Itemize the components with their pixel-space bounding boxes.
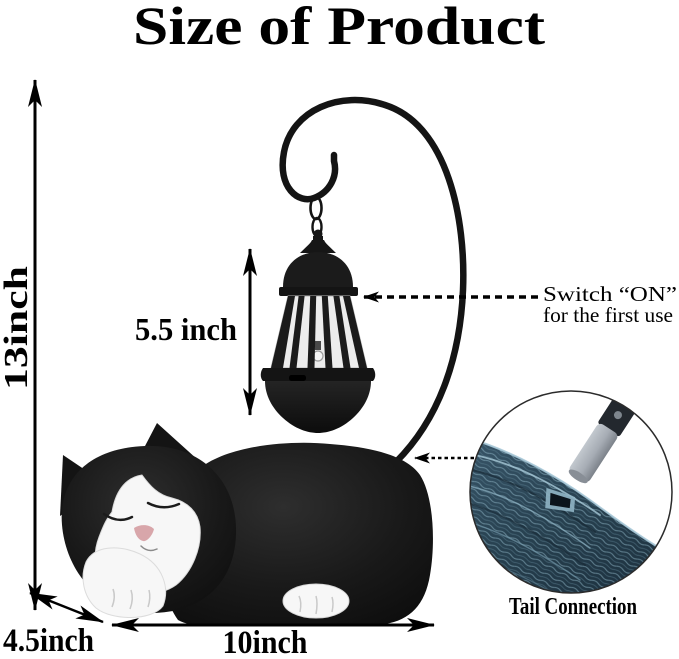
lantern-switch-slot [289, 375, 306, 381]
lantern-finial [300, 240, 336, 253]
lantern-base-band [260, 368, 376, 381]
height-dimension-label: 13inch [0, 266, 35, 390]
cat-mouth [140, 545, 158, 552]
switch-annotation-line2: for the first use [543, 303, 673, 327]
cat-paw-toes [111, 588, 151, 610]
depth-dimension-arrow [29, 591, 104, 624]
tail-fur-streaks [470, 437, 669, 593]
solar-lantern [260, 195, 376, 433]
lantern-cage-bars [271, 296, 367, 368]
tail-connection-label: Tail Connection [509, 594, 637, 620]
lantern-height-label: 5.5 inch [135, 311, 237, 347]
cat-back-foot-toes [298, 595, 334, 615]
lantern-bowl [265, 381, 371, 433]
tail-connection-inset [469, 390, 673, 594]
page-title: Size of Product [133, 0, 545, 56]
lantern-bulb [312, 341, 324, 362]
cat-closed-eyes [102, 501, 181, 522]
tail-socket-hole [545, 487, 576, 513]
switch-annotation-line1: Switch “ON” [543, 282, 677, 306]
cat-nose [134, 525, 154, 542]
depth-dimension-label: 4.5inch [3, 623, 94, 659]
cat-body [160, 442, 433, 626]
width-dimension-label: 10inch [223, 625, 308, 659]
lantern-cap [283, 252, 353, 287]
hook-tip [330, 151, 338, 159]
inset-circle-outline [469, 390, 673, 594]
cat-figurine [60, 423, 433, 626]
